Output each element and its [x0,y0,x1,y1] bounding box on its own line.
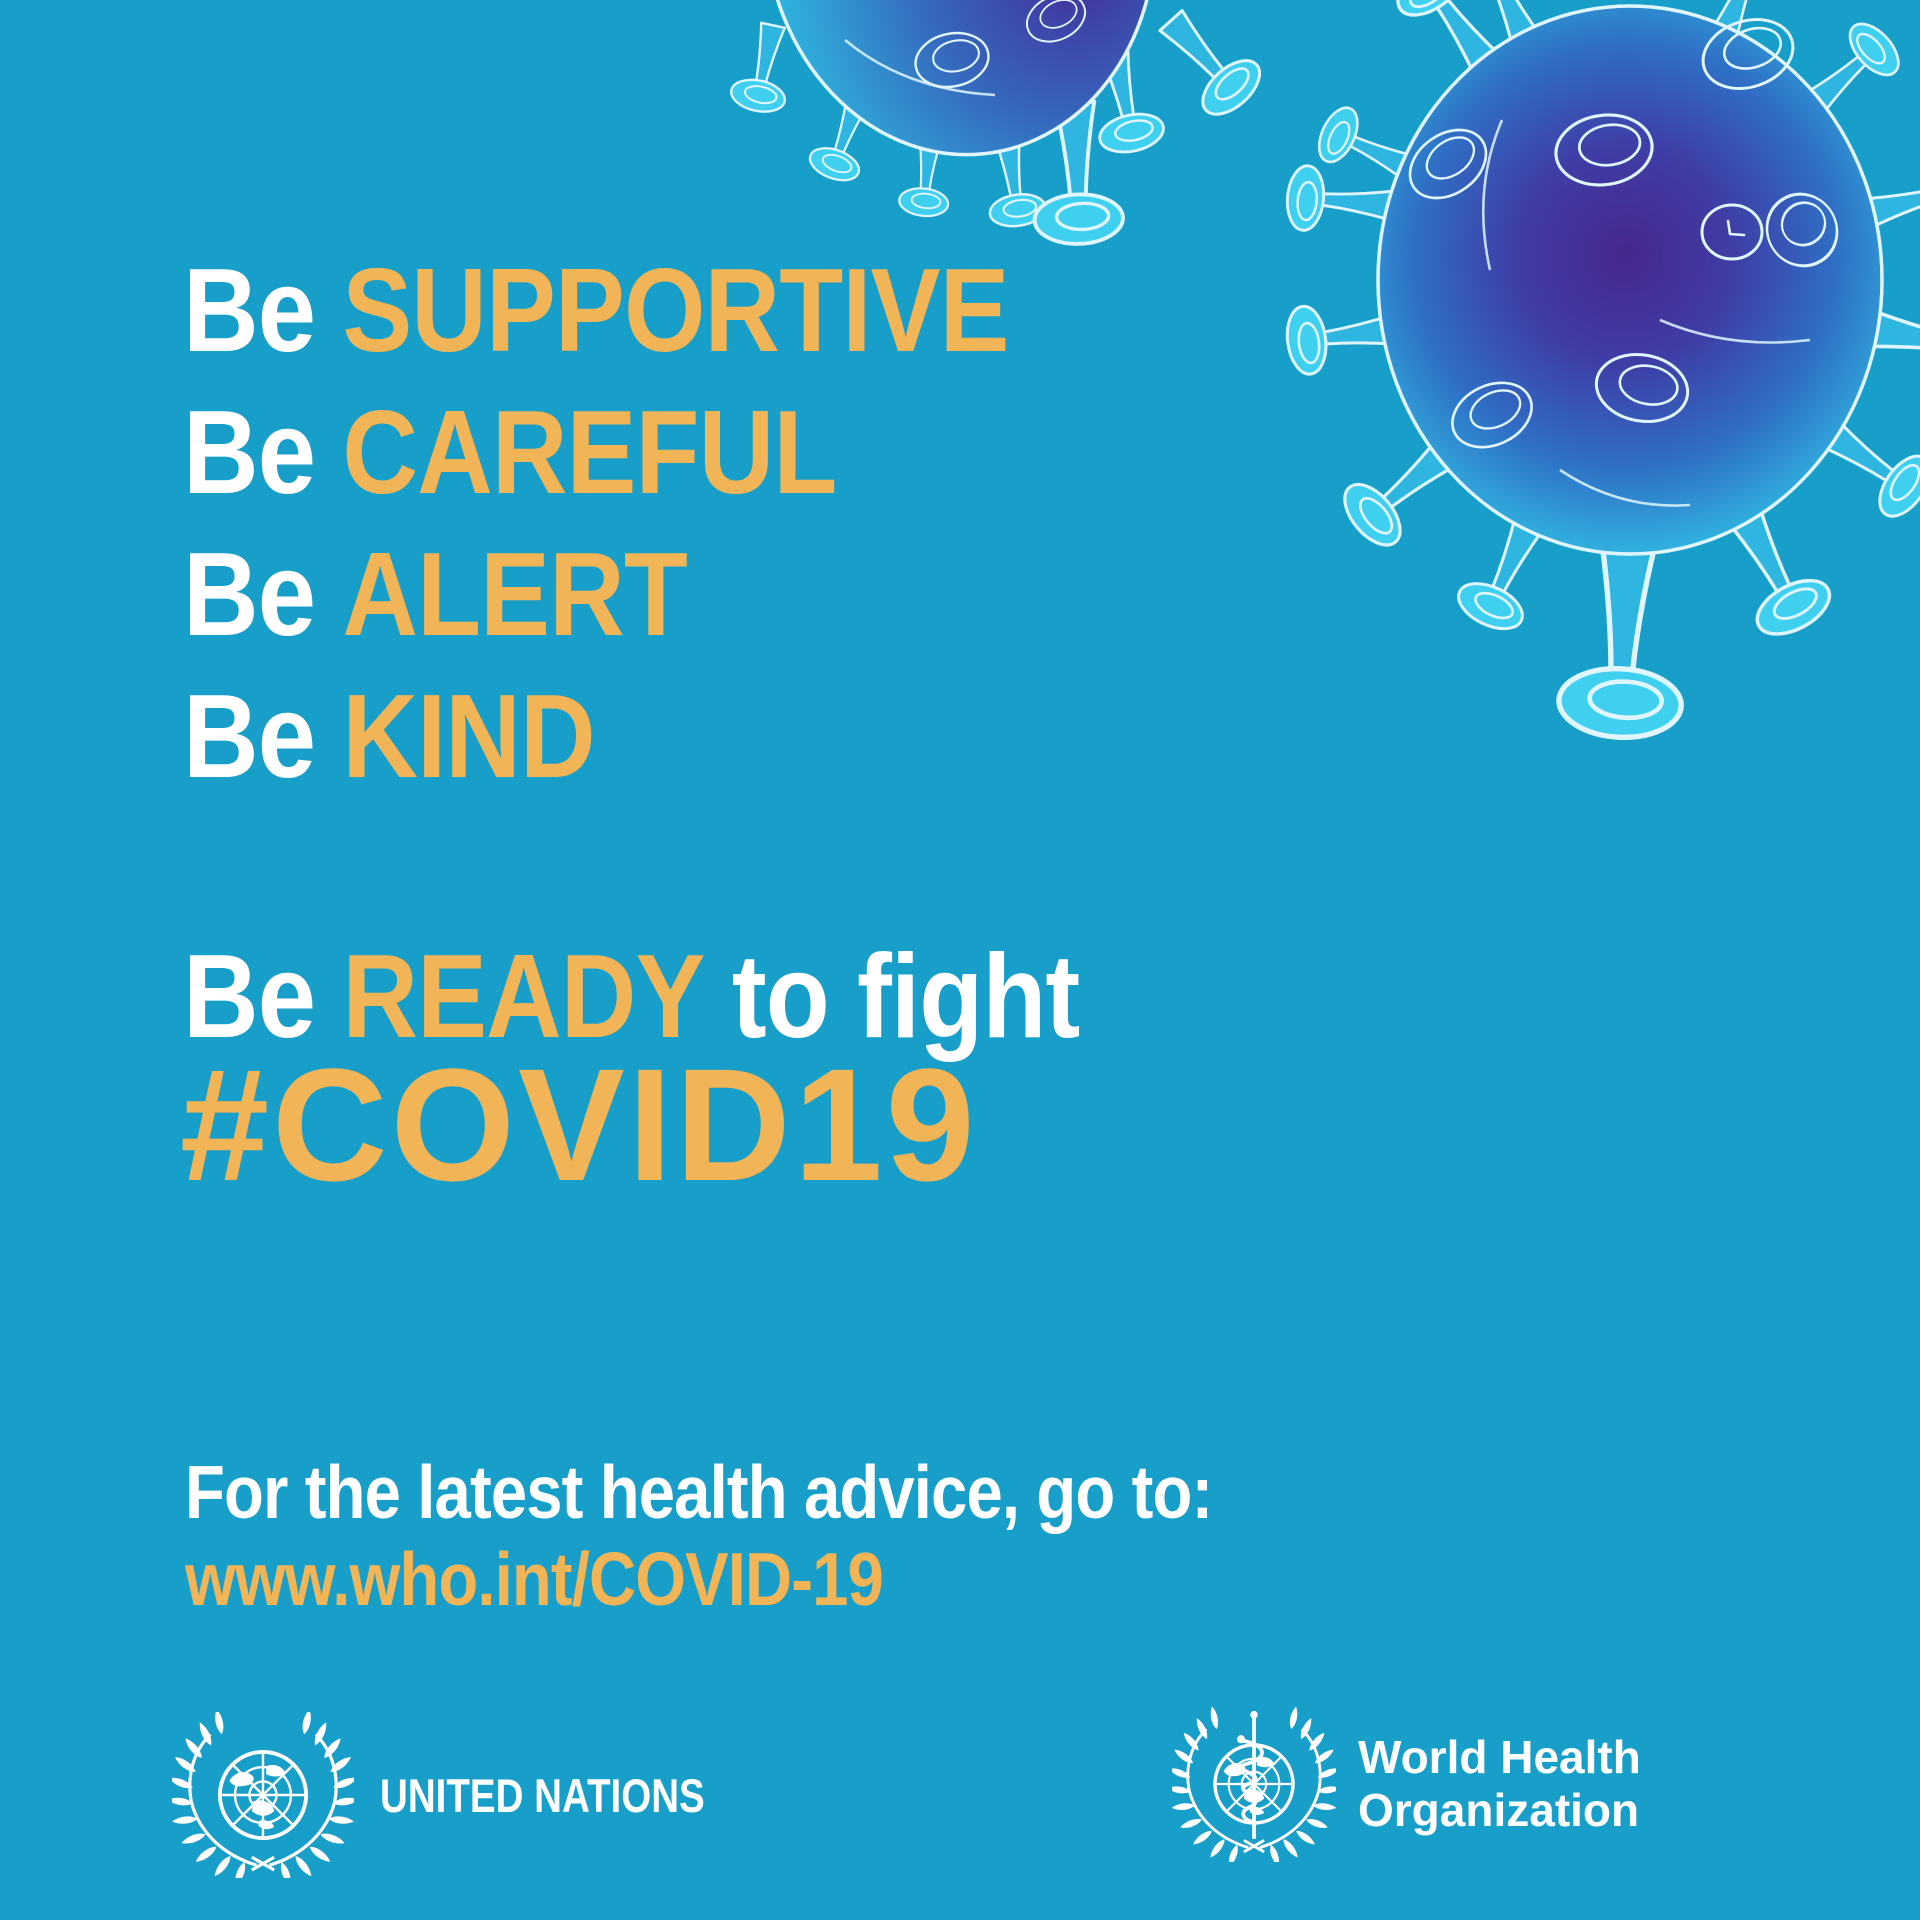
un-emblem-icon [172,1712,354,1878]
who-covid-url[interactable]: www.who.int/COVID-19 [185,1537,884,1621]
headline-line-1: Be SUPPORTIVE [183,240,1009,382]
who-label-line1: World Health [1358,1731,1641,1783]
who-label: World Health Organization [1358,1731,1641,1837]
emphasis-word: SUPPORTIVE [342,244,1009,377]
advice-label: For the latest health advice, go to: [185,1450,1213,1534]
hashtag-text: #COVID19 [180,1035,978,1214]
headline-line-4: Be KIND [183,666,1009,808]
advice-block: For the latest health advice, go to: www… [185,1449,1213,1623]
emphasis-word: CAREFUL [342,386,837,519]
be-prefix: Be [183,670,316,803]
large-virus-shape [1282,0,1920,740]
headline-list: Be SUPPORTIVE Be CAREFUL Be ALERT Be KIND [183,240,1009,808]
emphasis-word: KIND [342,670,595,803]
small-virus-shape [727,0,1271,248]
be-prefix: Be [183,528,316,661]
ready-emphasis: READY [342,930,705,1063]
who-logo: World Health Organization [1172,1706,1641,1862]
who-label-line2: Organization [1358,1784,1640,1836]
be-prefix: Be [183,930,316,1063]
ready-line: Be READY to fight [183,937,1080,1056]
un-label: UNITED NATIONS [380,1768,705,1822]
who-emblem-icon [1172,1706,1336,1862]
headline-line-3: Be ALERT [183,524,1009,666]
coronavirus-illustration [727,0,1920,800]
ready-suffix: to fight [731,930,1081,1063]
headline-line-2: Be CAREFUL [183,382,1009,524]
emphasis-word: ALERT [342,528,688,661]
be-prefix: Be [183,244,316,377]
be-prefix: Be [183,386,316,519]
un-logo: UNITED NATIONS [172,1712,776,1878]
